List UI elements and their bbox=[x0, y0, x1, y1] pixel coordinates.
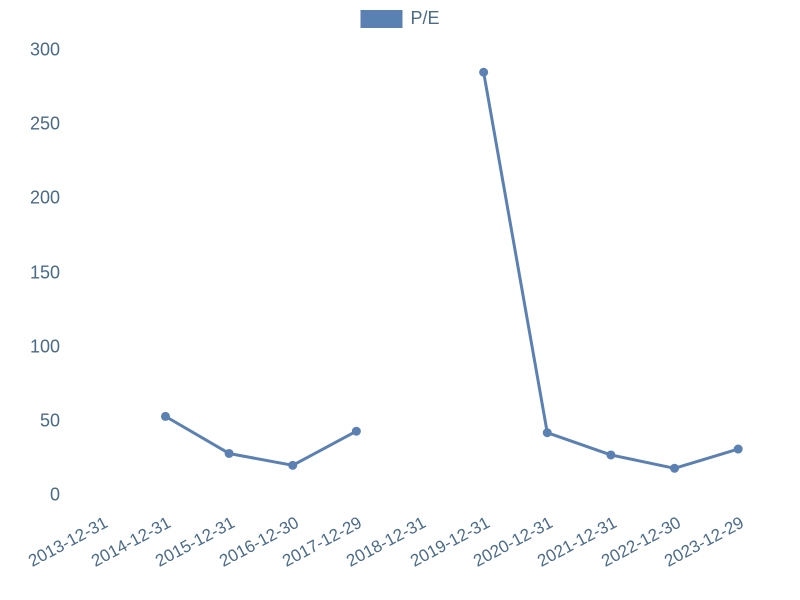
data-point bbox=[225, 449, 234, 458]
data-point bbox=[479, 68, 488, 77]
data-point bbox=[670, 464, 679, 473]
y-tick-label: 150 bbox=[10, 262, 60, 283]
data-point bbox=[288, 461, 297, 470]
data-point bbox=[161, 412, 170, 421]
pe-line-chart: P/E 0501001502002503002013-12-312014-12-… bbox=[0, 0, 800, 600]
data-point bbox=[734, 445, 743, 454]
y-tick-label: 200 bbox=[10, 188, 60, 209]
series-line bbox=[484, 72, 739, 468]
series-line bbox=[165, 416, 356, 465]
y-tick-label: 50 bbox=[10, 410, 60, 431]
y-tick-label: 300 bbox=[10, 40, 60, 61]
data-point bbox=[606, 450, 615, 459]
y-tick-label: 250 bbox=[10, 114, 60, 135]
y-tick-label: 100 bbox=[10, 336, 60, 357]
data-point bbox=[543, 428, 552, 437]
plot-svg bbox=[0, 0, 800, 600]
data-point bbox=[352, 427, 361, 436]
y-tick-label: 0 bbox=[10, 485, 60, 506]
